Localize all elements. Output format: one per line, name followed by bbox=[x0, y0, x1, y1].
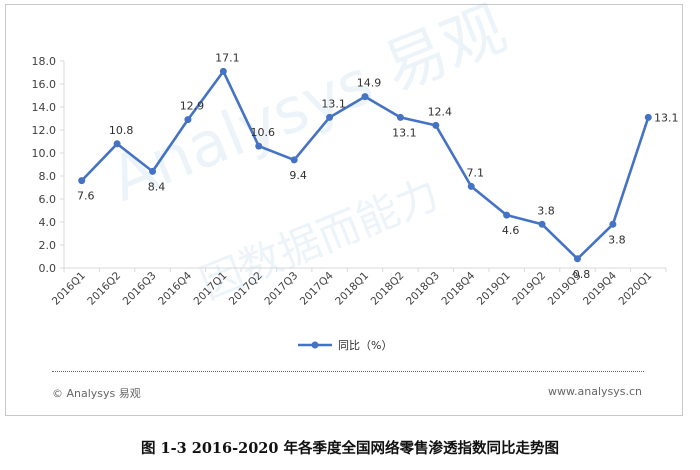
data-label: 17.1 bbox=[215, 51, 240, 64]
data-label: 14.9 bbox=[357, 77, 382, 90]
y-tick-label: 14.0 bbox=[32, 101, 57, 114]
x-tick-label: 2017Q2 bbox=[227, 270, 265, 308]
y-tick-label: 2.0 bbox=[39, 239, 57, 252]
data-point bbox=[396, 113, 404, 121]
data-label: 10.6 bbox=[251, 126, 276, 139]
x-tick-label: 2018Q2 bbox=[369, 270, 407, 308]
data-point bbox=[573, 255, 581, 263]
x-tick-label: 2017Q4 bbox=[298, 269, 336, 307]
data-point bbox=[149, 167, 157, 175]
x-tick-label: 2016Q3 bbox=[121, 270, 159, 308]
source-credit: © Analysys 易观 bbox=[52, 387, 141, 400]
y-tick-label: 16.0 bbox=[32, 78, 57, 91]
data-label: 10.8 bbox=[109, 124, 134, 137]
legend-marker bbox=[311, 341, 319, 349]
data-point bbox=[503, 211, 511, 219]
data-label: 9.4 bbox=[289, 169, 307, 182]
data-point bbox=[219, 67, 227, 75]
data-label: 3.8 bbox=[608, 233, 626, 246]
data-point bbox=[184, 116, 192, 124]
data-label: 0.8 bbox=[573, 268, 591, 281]
data-label: 12.4 bbox=[428, 105, 453, 118]
legend-label: 同比（%） bbox=[338, 339, 392, 352]
y-tick-label: 12.0 bbox=[32, 124, 57, 137]
data-point bbox=[78, 177, 86, 185]
data-point bbox=[467, 182, 475, 190]
x-tick-label: 2017Q1 bbox=[192, 270, 230, 308]
y-tick-label: 4.0 bbox=[39, 216, 57, 229]
y-tick-label: 6.0 bbox=[39, 193, 57, 206]
data-label: 4.6 bbox=[502, 224, 520, 237]
data-label: 13.1 bbox=[392, 126, 417, 139]
data-point bbox=[432, 121, 440, 129]
data-point bbox=[113, 140, 121, 148]
x-tick-label: 2019Q1 bbox=[475, 270, 513, 308]
x-tick-label: 2017Q3 bbox=[262, 270, 300, 308]
x-tick-label: 2016Q2 bbox=[85, 270, 123, 308]
chart-frame bbox=[5, 4, 683, 416]
y-tick-label: 18.0 bbox=[32, 55, 57, 68]
data-label: 8.4 bbox=[148, 180, 166, 193]
data-label: 7.1 bbox=[466, 166, 484, 179]
data-label: 7.6 bbox=[77, 190, 95, 203]
footer-divider bbox=[52, 371, 644, 372]
data-label: 13.1 bbox=[321, 97, 346, 110]
x-tick-label: 2016Q1 bbox=[50, 270, 88, 308]
data-point bbox=[609, 220, 617, 228]
source-website: www.analysys.cn bbox=[548, 385, 642, 398]
x-tick-label: 2018Q1 bbox=[333, 270, 371, 308]
x-tick-label: 2018Q4 bbox=[439, 269, 477, 307]
data-point bbox=[538, 220, 546, 228]
figure-caption: 图 1-3 2016-2020 年各季度全国网络零售渗透指数同比走势图 bbox=[140, 440, 560, 457]
data-point bbox=[290, 156, 298, 164]
data-point bbox=[326, 113, 334, 121]
data-label: 12.9 bbox=[180, 100, 205, 113]
y-tick-label: 10.0 bbox=[32, 147, 57, 160]
x-tick-label: 2016Q4 bbox=[156, 269, 194, 307]
data-point bbox=[644, 113, 652, 121]
x-tick-label: 2020Q1 bbox=[616, 270, 654, 308]
data-point bbox=[255, 142, 263, 150]
y-tick-label: 0.0 bbox=[39, 262, 57, 275]
y-tick-label: 8.0 bbox=[39, 170, 57, 183]
x-tick-label: 2019Q2 bbox=[510, 270, 548, 308]
data-label: 13.1 bbox=[654, 111, 679, 124]
data-label: 3.8 bbox=[537, 204, 555, 217]
x-tick-label: 2018Q3 bbox=[404, 270, 442, 308]
data-point bbox=[361, 93, 369, 101]
